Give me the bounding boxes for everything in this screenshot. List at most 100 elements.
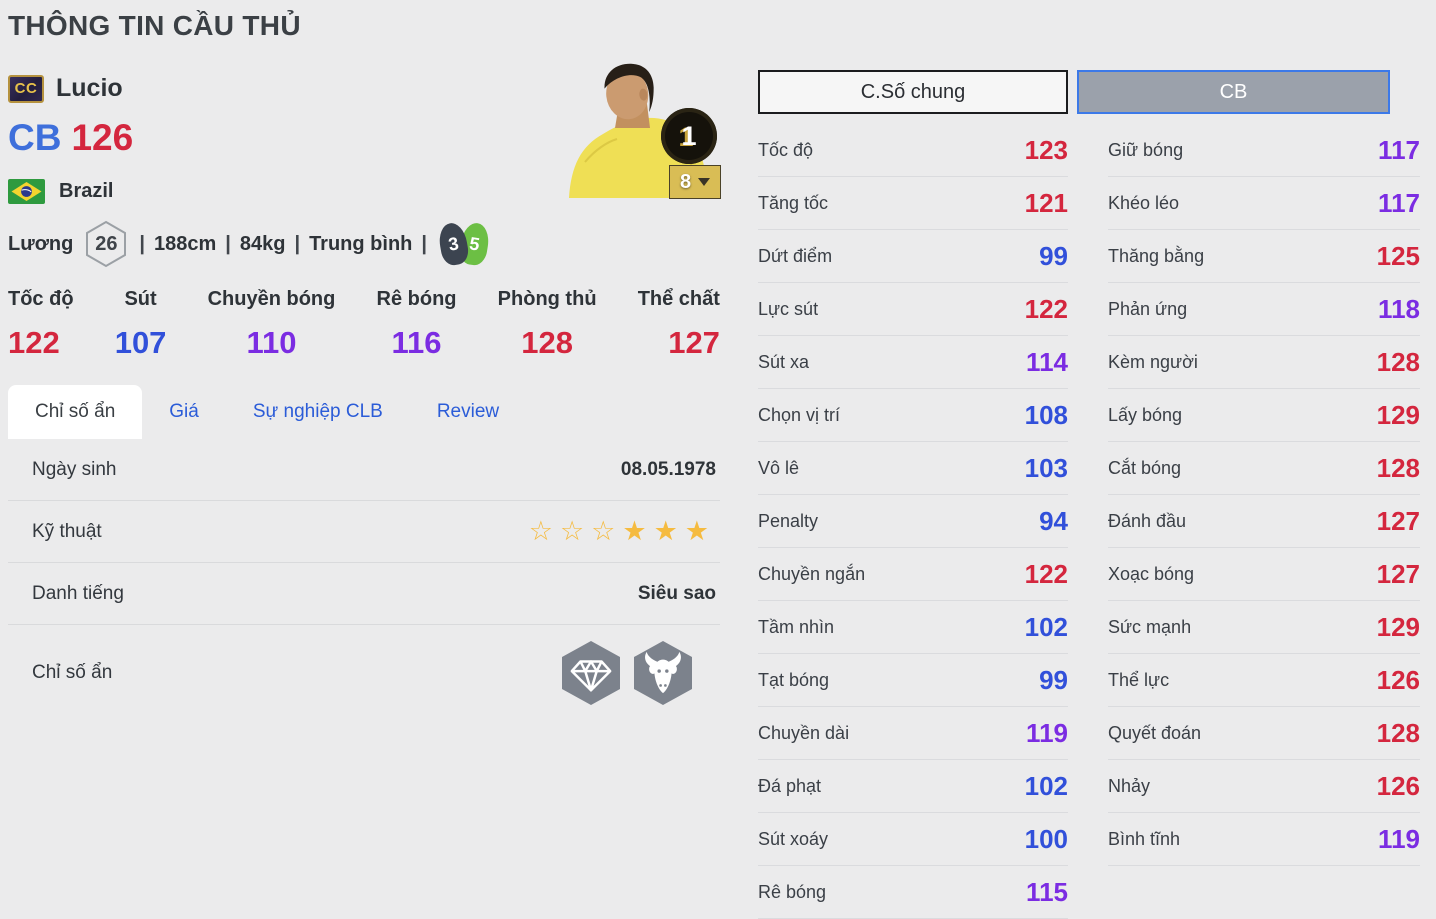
general-stats-column: C.Số chung Tốc độ 123 Tăng tốc 121 Dứt đ… — [758, 70, 1068, 919]
summary-stat-label: Thể chất — [637, 288, 720, 310]
stat-label: Đánh đầu — [1108, 510, 1187, 531]
summary-stat-value: 110 — [246, 325, 297, 360]
summary-stat-value: 122 — [8, 325, 60, 360]
summary-stat: Tốc độ 122 — [8, 288, 74, 361]
technique-star-rating: ☆☆☆★★★ — [528, 516, 716, 546]
birth-date-label: Ngày sinh — [32, 458, 117, 480]
hidden-stat-icons — [562, 641, 716, 705]
stat-row: Bình tĩnh 119 — [1108, 813, 1420, 866]
summary-stats: Tốc độ 122 Sút 107 Chuyền bóng 110 Rê bó… — [8, 288, 720, 361]
salary-badge: 26 — [84, 220, 128, 268]
weight-value: 84kg — [239, 232, 286, 255]
stat-label: Sức mạnh — [1108, 616, 1192, 637]
level-badge: 1 — [661, 108, 717, 164]
player-name-row: CC Lucio — [8, 74, 720, 103]
stat-row: Xoạc bóng 127 — [1108, 548, 1420, 601]
foot-rating: 3 5 — [436, 220, 492, 268]
stat-label: Phản ứng — [1108, 298, 1188, 319]
fame-value: Siêu sao — [637, 582, 716, 604]
stat-value: 125 — [1376, 240, 1420, 271]
page-title: THÔNG TIN CẦU THỦ — [8, 10, 301, 41]
summary-stat: Phòng thủ 128 — [498, 288, 597, 361]
general-stats-list: Tốc độ 123 Tăng tốc 121 Dứt điểm 99 Lực … — [758, 124, 1068, 919]
stat-label: Nhảy — [1108, 775, 1151, 796]
stat-row: Khéo léo 117 — [1108, 177, 1420, 230]
tab-item[interactable]: Review — [436, 401, 500, 422]
stat-label: Chuyền dài — [758, 722, 850, 743]
chevron-down-icon — [698, 178, 711, 186]
stat-label: Xoạc bóng — [1108, 563, 1195, 584]
birth-date-value: 08.05.1978 — [620, 458, 716, 480]
summary-stat-label: Sút — [124, 288, 157, 310]
stat-value: 126 — [1376, 770, 1420, 801]
player-ovr: 126 — [71, 117, 134, 158]
stat-row: Nhảy 126 — [1108, 760, 1420, 813]
summary-stat-value: 107 — [114, 325, 167, 360]
stat-row: Sút xoáy 100 — [758, 813, 1068, 866]
stat-value: 122 — [1024, 293, 1068, 324]
stat-label: Khéo léo — [1108, 192, 1180, 213]
stat-value: 115 — [1026, 876, 1068, 907]
stat-label: Cắt bóng — [1108, 457, 1182, 478]
cb-stats-column: CB Giữ bóng 117 Khéo léo 117 Thăng bằng … — [1077, 70, 1420, 919]
stat-row: Phản ứng 118 — [1108, 283, 1420, 336]
stat-label: Penalty — [758, 510, 819, 531]
stat-value: 99 — [1039, 664, 1068, 695]
tab-item[interactable]: Sự nghiệp CLB — [252, 401, 383, 422]
stat-value: 100 — [1024, 823, 1068, 854]
stat-row: Thăng bằng 125 — [1108, 230, 1420, 283]
player-meta-row: Lương 26 | 188cm | 84kg | Trung bình | 3… — [8, 220, 720, 268]
summary-stat: Thể chất 127 — [638, 288, 720, 361]
stat-value: 128 — [1376, 346, 1420, 377]
stat-row: Tốc độ 123 — [758, 124, 1068, 177]
stat-value: 128 — [1376, 717, 1420, 748]
stat-value: 127 — [1376, 505, 1420, 536]
enhance-level: 8 — [679, 170, 692, 193]
player-overview-panel: THÔNG TIN CẦU THỦ CC Lucio CB 126 Brazil… — [8, 0, 720, 721]
general-stats-button[interactable]: C.Số chung — [758, 70, 1068, 114]
summary-stat: Sút 107 — [115, 288, 167, 361]
stat-label: Tạt bóng — [758, 669, 830, 690]
stat-row: Giữ bóng 117 — [1108, 124, 1420, 177]
stat-value: 129 — [1376, 399, 1420, 430]
tab-item[interactable]: Chỉ số ẩn — [8, 385, 143, 439]
separator: | — [294, 232, 301, 255]
stat-row: Quyết đoán 128 — [1108, 707, 1420, 760]
stat-label: Sút xa — [758, 351, 810, 372]
salary-value: 26 — [95, 232, 118, 255]
salary-label: Lương — [8, 232, 74, 255]
stat-label: Quyết đoán — [1108, 722, 1202, 743]
stat-value: 122 — [1024, 558, 1068, 589]
buffalo-icon — [634, 641, 692, 705]
stat-value: 108 — [1024, 399, 1068, 430]
stat-label: Kèm người — [1108, 351, 1198, 372]
stat-row: Đá phạt 102 — [758, 760, 1068, 813]
stat-value: 117 — [1378, 187, 1420, 218]
cb-stats-button[interactable]: CB — [1077, 70, 1390, 114]
technique-row: Kỹ thuật ☆☆☆★★★ — [8, 501, 720, 563]
stat-label: Thăng bằng — [1108, 245, 1205, 266]
tab-item[interactable]: Giá — [169, 401, 199, 422]
stat-label: Đá phạt — [758, 775, 822, 796]
enhance-badge[interactable]: 8 — [669, 165, 721, 199]
hidden-stats-section: Ngày sinh 08.05.1978 Kỹ thuật ☆☆☆★★★ Dan… — [8, 439, 720, 721]
stat-value: 119 — [1026, 717, 1068, 748]
stat-row: Thể lực 126 — [1108, 654, 1420, 707]
summary-stat: Chuyền bóng 110 — [208, 288, 336, 361]
summary-stat-label: Tốc độ — [8, 288, 74, 310]
stat-row: Sức mạnh 129 — [1108, 601, 1420, 654]
nation-name: Brazil — [59, 180, 114, 202]
stat-label: Tầm nhìn — [758, 616, 835, 637]
summary-stat-value: 127 — [668, 325, 720, 360]
player-photo: 1 8 — [555, 62, 721, 199]
birth-date-row: Ngày sinh 08.05.1978 — [8, 439, 720, 501]
stat-value: 99 — [1039, 240, 1068, 271]
stat-row: Dứt điểm 99 — [758, 230, 1068, 283]
position-ovr-row: CB 126 — [8, 117, 720, 159]
stat-row: Vô lê 103 — [758, 442, 1068, 495]
card-type-badge: CC — [8, 74, 44, 103]
hidden-stat-row: Chỉ số ẩn — [8, 625, 720, 721]
fame-label: Danh tiếng — [32, 582, 124, 604]
stat-row: Lực sút 122 — [758, 283, 1068, 336]
